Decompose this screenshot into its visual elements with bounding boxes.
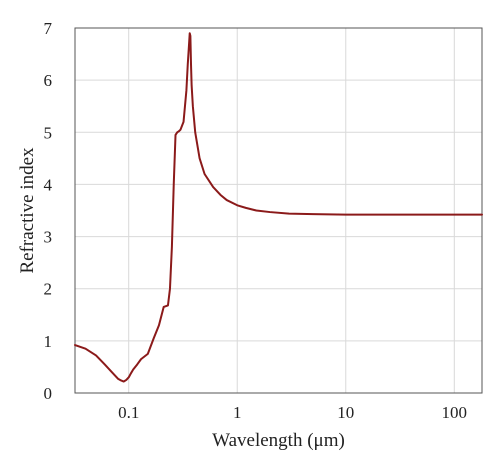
x-tick-label-10: 10 [337,403,354,422]
x-axis-title: Wavelength (μm) [212,430,345,451]
tick-layer: 0 1 2 3 4 5 6 7 0.1 1 10 100 [44,19,468,422]
y-tick-label-3: 3 [44,228,53,247]
x-tick-label-0.1: 0.1 [118,403,139,422]
plot-frame [74,27,483,394]
y-tick-label-4: 4 [44,175,53,194]
x-tick-label-1: 1 [233,403,242,422]
grid-layer [74,27,482,394]
series-line-1 [74,32,483,383]
y-axis-title: Refractive index [17,147,38,274]
y-tick-label-0: 0 [44,384,53,403]
x-tick-label-100: 100 [442,403,468,422]
y-tick-label-5: 5 [44,123,53,142]
series-layer [74,32,483,383]
y-tick-label-6: 6 [44,71,53,90]
y-tick-label-2: 2 [44,280,53,299]
y-tick-label-7: 7 [44,19,53,38]
y-tick-label-1: 1 [44,332,53,351]
